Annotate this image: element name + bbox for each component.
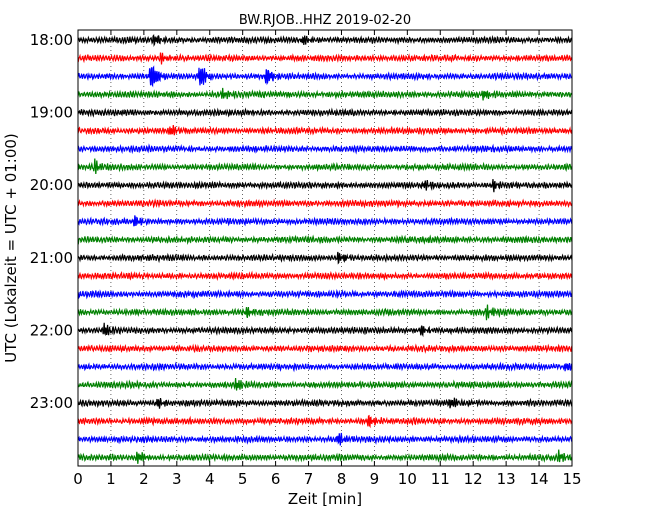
chart-title: BW.RJOB..HHZ 2019-02-20 (239, 13, 411, 28)
trace-row (77, 361, 573, 373)
trace-row (77, 377, 573, 391)
trace-row (77, 33, 572, 48)
x-tick-label: 14 (530, 470, 549, 488)
y-tick-label: 20:00 (30, 176, 73, 194)
trace-row (77, 179, 573, 193)
trace-row (77, 215, 573, 227)
x-tick-label: 0 (73, 470, 83, 488)
y-tick-label: 23:00 (30, 394, 73, 412)
x-tick-label: 2 (139, 470, 149, 488)
trace-row (77, 288, 573, 300)
trace-row (77, 432, 573, 446)
x-tick-label: 6 (271, 470, 281, 488)
y-tick-label: 22:00 (30, 321, 73, 339)
trace-row (77, 124, 573, 137)
trace-row (77, 414, 573, 429)
trace-row (77, 343, 573, 354)
x-tick-label: 7 (304, 470, 314, 488)
trace-row (77, 251, 573, 265)
x-tick-label: 10 (398, 470, 417, 488)
x-axis-label: Zeit [min] (288, 490, 362, 508)
trace-row (77, 449, 573, 464)
trace-row (77, 322, 573, 338)
y-axis-label: UTC (Lokalzeit = UTC + 01:00) (2, 133, 20, 363)
trace-row (77, 397, 573, 409)
seismogram-traces (77, 33, 573, 464)
y-axis-ticks: 18:00 19:00 20:00 21:00 22:00 23:00 (30, 31, 572, 412)
x-tick-label: 8 (337, 470, 347, 488)
trace-row (77, 270, 573, 282)
y-tick-label: 19:00 (30, 104, 73, 122)
x-tick-label: 4 (205, 470, 215, 488)
x-tick-label: 1 (106, 470, 116, 488)
trace-row (77, 304, 573, 321)
trace-row (77, 158, 573, 174)
y-tick-label: 18:00 (30, 31, 73, 49)
y-tick-label: 21:00 (30, 249, 73, 267)
trace-row (77, 65, 573, 88)
x-tick-label: 13 (497, 470, 516, 488)
trace-row (77, 52, 573, 65)
x-tick-label: 11 (431, 470, 450, 488)
x-tick-label: 9 (370, 470, 380, 488)
trace-row (77, 107, 573, 118)
trace-row (77, 143, 573, 155)
trace-row (77, 198, 573, 209)
trace-row (77, 87, 573, 101)
x-tick-label: 15 (562, 470, 581, 488)
x-tick-label: 3 (172, 470, 182, 488)
x-tick-label: 5 (238, 470, 248, 488)
plot-frame (77, 29, 573, 467)
minute-grid (110, 30, 540, 466)
x-tick-label: 12 (464, 470, 483, 488)
x-axis-ticks: 0 1 2 3 4 5 6 7 8 9 10 11 12 13 14 15 (73, 30, 582, 488)
trace-row (77, 234, 573, 245)
